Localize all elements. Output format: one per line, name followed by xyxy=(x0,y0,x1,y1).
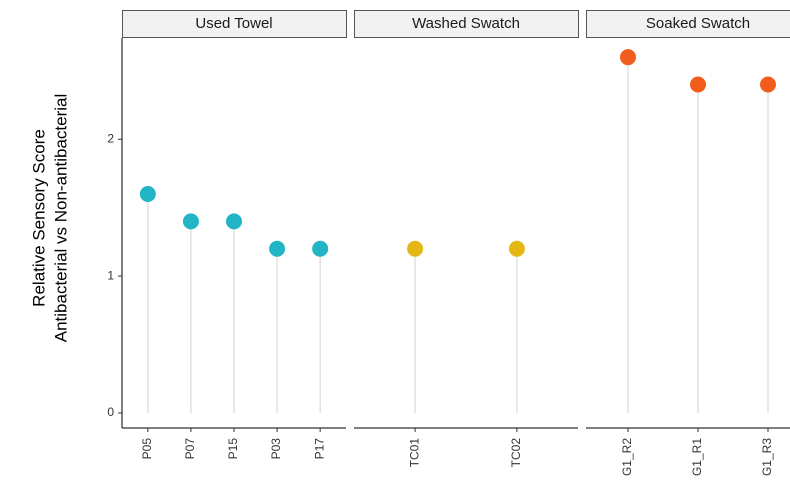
strip xyxy=(122,10,347,38)
point xyxy=(508,240,525,257)
strip-label: Washed Swatch xyxy=(412,15,520,32)
strip xyxy=(354,10,579,38)
x-tick-label: P05 xyxy=(140,438,154,460)
strip-label: Soaked Swatch xyxy=(646,15,750,32)
point xyxy=(182,213,199,230)
x-tick-label: P17 xyxy=(312,438,326,460)
point xyxy=(620,49,636,66)
x-tick-label: G1_R2 xyxy=(620,438,634,476)
point xyxy=(226,213,242,230)
x-tick-label: G1_R3 xyxy=(760,438,774,476)
y-tick-label: 0 xyxy=(107,405,114,419)
point xyxy=(312,240,329,257)
point xyxy=(139,186,156,202)
x-tick-label: P07 xyxy=(183,438,197,460)
x-tick-label: P03 xyxy=(269,438,283,460)
x-tick-label: TC01 xyxy=(407,438,421,468)
x-tick-label: TC02 xyxy=(509,438,523,468)
point xyxy=(407,240,424,257)
x-tick-label: P15 xyxy=(226,438,240,460)
point xyxy=(690,76,706,93)
y-tick-label: 1 xyxy=(107,268,114,282)
x-tick-label: G1_R1 xyxy=(690,438,704,476)
point xyxy=(269,240,286,257)
y-axis-label: Antibacterial vs Non-antibacterial xyxy=(51,94,70,343)
y-axis-label: Relative Sensory Score xyxy=(29,129,48,307)
y-tick-label: 2 xyxy=(107,131,114,145)
point xyxy=(760,76,776,93)
strip-label: Used Towel xyxy=(195,15,272,32)
strip xyxy=(586,10,790,38)
